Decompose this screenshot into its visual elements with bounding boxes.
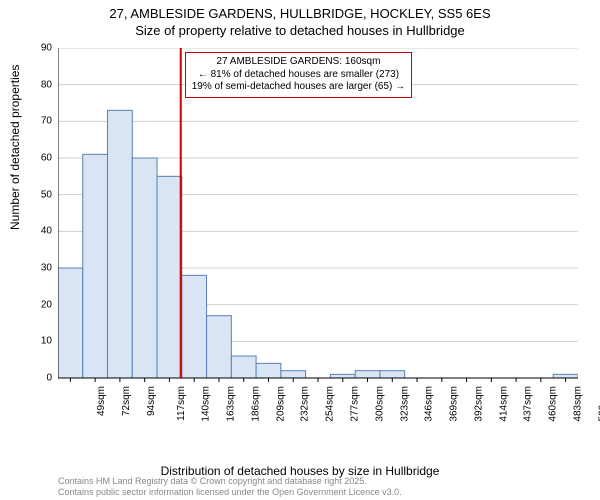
y-tick-label: 10 [32,336,52,347]
x-tick-label: 232sqm [300,386,311,422]
title-line-1: 27, AMBLESIDE GARDENS, HULLBRIDGE, HOCKL… [0,6,600,23]
annotation-line-1: 27 AMBLESIDE GARDENS: 160sqm [192,56,405,69]
title-block: 27, AMBLESIDE GARDENS, HULLBRIDGE, HOCKL… [0,0,600,40]
x-tick-label: 94sqm [146,386,157,416]
x-tick-label: 209sqm [275,386,286,422]
y-tick-label: 90 [32,43,52,54]
x-tick-label: 414sqm [498,386,509,422]
x-tick-label: 163sqm [226,386,237,422]
footer-line-1: Contains HM Land Registry data © Crown c… [58,476,402,487]
footer-attribution: Contains HM Land Registry data © Crown c… [58,476,402,498]
x-tick-label: 483sqm [572,386,583,422]
y-axis-label: Number of detached properties [8,65,22,230]
y-tick-label: 80 [32,79,52,90]
annotation-box: 27 AMBLESIDE GARDENS: 160sqm ← 81% of de… [185,52,412,98]
x-tick-label: 140sqm [201,386,212,422]
x-tick-label: 117sqm [176,386,187,421]
y-tick-label: 20 [32,299,52,310]
x-tick-label: 254sqm [325,386,336,422]
histogram-plot [58,48,578,428]
y-tick-label: 50 [32,189,52,200]
x-tick-label: 186sqm [251,386,262,422]
x-tick-label: 49sqm [96,386,107,416]
x-tick-label: 460sqm [548,386,559,422]
x-tick-label: 323sqm [399,386,410,422]
x-tick-label: 369sqm [449,386,460,422]
chart-container: 27, AMBLESIDE GARDENS, HULLBRIDGE, HOCKL… [0,0,600,500]
annotation-line-2: ← 81% of detached houses are smaller (27… [192,69,405,82]
x-tick-label: 346sqm [424,386,435,422]
y-tick-label: 40 [32,226,52,237]
x-tick-label: 300sqm [374,386,385,422]
title-line-2: Size of property relative to detached ho… [0,23,600,40]
chart-area: 27 AMBLESIDE GARDENS: 160sqm ← 81% of de… [58,48,578,428]
y-tick-label: 0 [32,373,52,384]
footer-line-2: Contains public sector information licen… [58,487,402,498]
y-tick-label: 60 [32,153,52,164]
x-tick-label: 392sqm [473,386,484,422]
y-tick-label: 30 [32,263,52,274]
annotation-line-3: 19% of semi-detached houses are larger (… [192,81,405,94]
y-tick-label: 70 [32,116,52,127]
x-tick-label: 72sqm [121,386,132,416]
x-tick-label: 437sqm [523,386,534,422]
x-tick-label: 277sqm [350,386,361,422]
